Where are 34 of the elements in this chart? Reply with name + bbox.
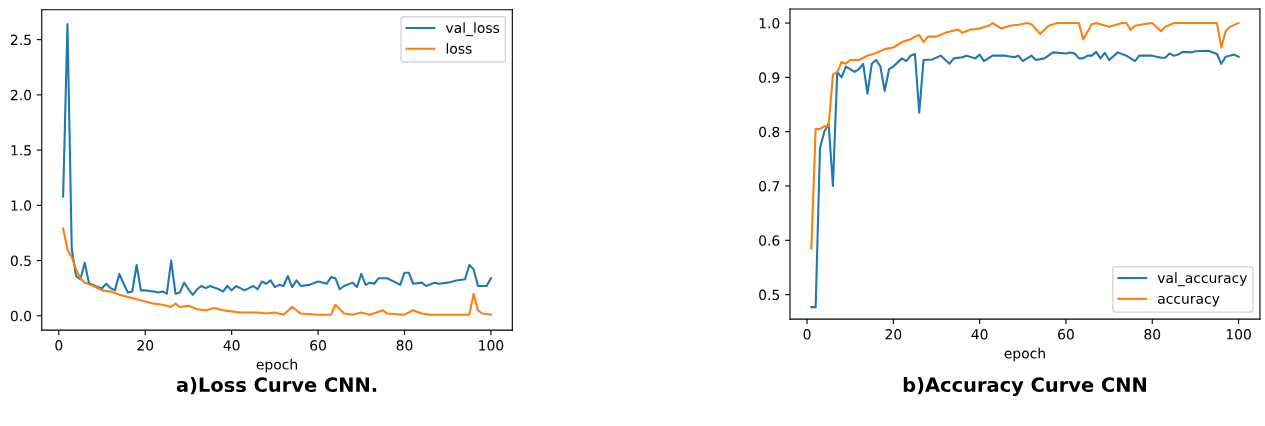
legend-label: accuracy — [1158, 295, 1220, 307]
y-tick-label: 1.5 — [11, 145, 31, 156]
legend-label: val_loss — [445, 22, 500, 37]
x-tick-label: 20 — [137, 340, 154, 351]
y-tick-label: 0.0 — [10, 310, 32, 322]
x-axis-title: epoch — [1004, 347, 1045, 362]
x-axis-title: epoch — [256, 358, 297, 373]
x-tick-label: 0 — [55, 340, 63, 351]
x-tick-label: 20 — [885, 329, 902, 340]
x-tick-label: 80 — [396, 340, 413, 351]
line-series — [62, 227, 492, 316]
x-tick-label: 0 — [803, 329, 811, 340]
y-tick-label: 1.0 — [759, 18, 780, 29]
text: b)Accuracy Curve CNN — [903, 377, 1146, 396]
legend-label: loss — [446, 43, 472, 54]
x-tick-label: 60 — [310, 340, 326, 351]
x-tick-label: 100 — [479, 340, 504, 351]
x-tick-label: 80 — [1144, 329, 1161, 340]
y-tick-label: 0.9 — [759, 72, 780, 83]
x-tick-label: 40 — [223, 340, 240, 351]
y-tick-label: 2.0 — [10, 89, 32, 101]
y-tick-label: 0.5 — [10, 255, 31, 267]
y-tick-label: 0.5 — [759, 289, 780, 301]
x-tick-label: 60 — [1058, 329, 1074, 340]
y-tick-label: 0.6 — [759, 235, 780, 246]
x-tick-label: 40 — [971, 329, 988, 340]
text: a)Loss Curve CNN. — [176, 377, 377, 395]
x-tick-label: 100 — [1226, 329, 1251, 340]
y-tick-label: 2.5 — [10, 34, 31, 46]
line-series — [810, 22, 1240, 250]
y-tick-label: 0.8 — [759, 126, 780, 138]
y-tick-label: 1.0 — [11, 200, 32, 211]
legend-label: val_accuracy — [1157, 272, 1248, 287]
y-tick-label: 0.7 — [759, 180, 780, 192]
